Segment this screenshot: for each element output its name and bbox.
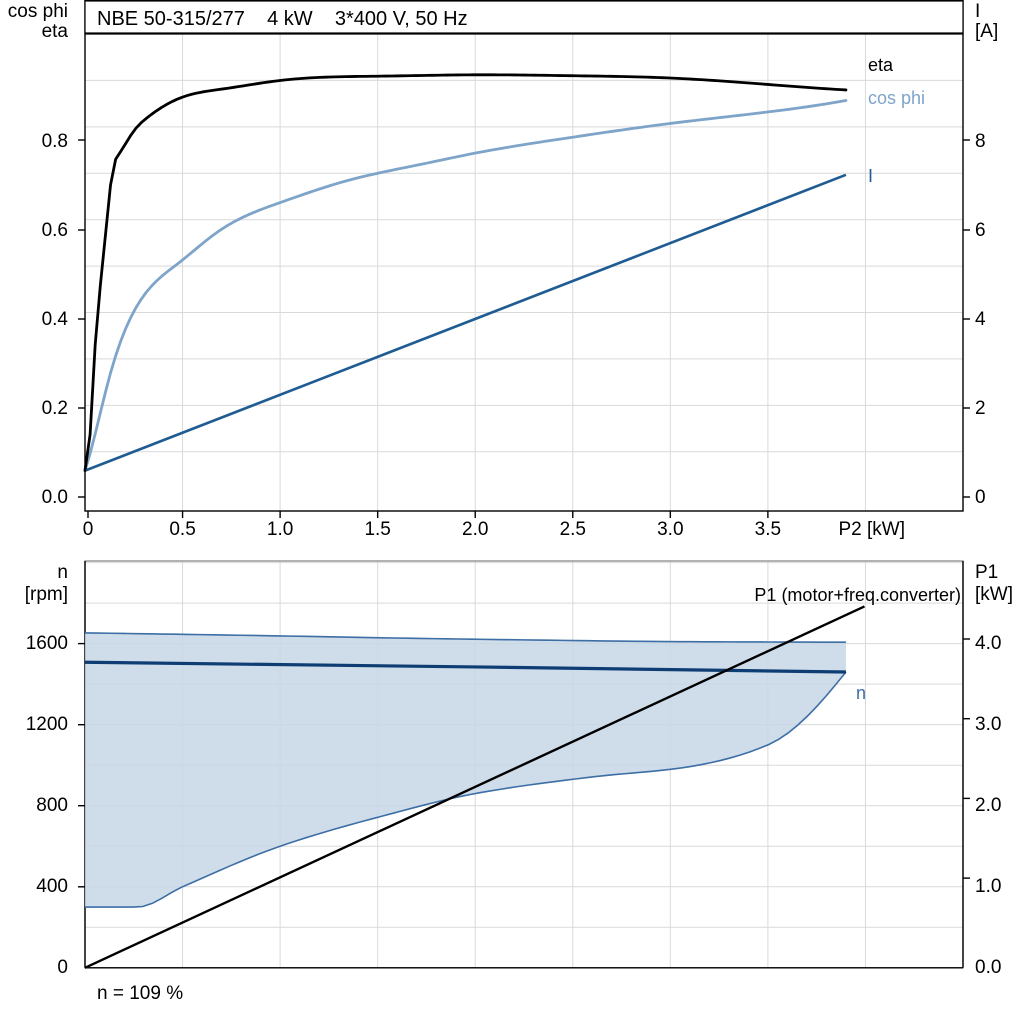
svg-text:1.5: 1.5 [364, 519, 390, 540]
svg-text:eta: eta [42, 21, 69, 42]
svg-text:0.0: 0.0 [42, 487, 68, 508]
svg-text:[A]: [A] [975, 21, 998, 42]
svg-text:NBE 50-315/277 4 kW 3*40: NBE 50-315/277 4 kW 3*400 V, 50 Hz [97, 8, 468, 30]
svg-text:0: 0 [83, 519, 94, 540]
svg-text:1.0: 1.0 [267, 519, 293, 540]
svg-text:n: n [856, 683, 866, 703]
svg-text:I: I [975, 1, 980, 22]
svg-text:cos phi: cos phi [868, 88, 925, 108]
svg-text:n = 109 %: n = 109 % [97, 983, 183, 1004]
svg-text:0.5: 0.5 [169, 519, 195, 540]
svg-text:4: 4 [975, 309, 986, 330]
svg-text:0.2: 0.2 [42, 398, 68, 419]
svg-text:2.0: 2.0 [975, 795, 1001, 816]
svg-text:0: 0 [57, 957, 68, 978]
svg-text:[rpm]: [rpm] [25, 584, 68, 605]
svg-text:3.0: 3.0 [657, 519, 683, 540]
svg-text:1.0: 1.0 [975, 876, 1001, 897]
svg-text:2.0: 2.0 [462, 519, 488, 540]
svg-text:I: I [868, 166, 873, 186]
svg-text:0.4: 0.4 [42, 309, 69, 330]
svg-text:3.0: 3.0 [975, 714, 1001, 735]
svg-text:P2 [kW]: P2 [kW] [838, 519, 905, 540]
svg-text:4.0: 4.0 [975, 633, 1001, 654]
svg-text:800: 800 [36, 795, 68, 816]
svg-text:6: 6 [975, 220, 986, 241]
svg-text:1600: 1600 [26, 633, 68, 654]
svg-text:P1 (motor+freq.converter): P1 (motor+freq.converter) [754, 585, 961, 605]
svg-text:P1: P1 [975, 562, 998, 583]
svg-text:1200: 1200 [26, 714, 68, 735]
svg-text:0.0: 0.0 [975, 957, 1001, 978]
svg-text:0.8: 0.8 [42, 131, 68, 152]
svg-text:400: 400 [36, 876, 68, 897]
svg-text:0: 0 [975, 487, 986, 508]
svg-text:[kW]: [kW] [975, 584, 1013, 605]
svg-text:0.6: 0.6 [42, 220, 68, 241]
svg-text:eta: eta [868, 55, 894, 75]
svg-text:2: 2 [975, 398, 986, 419]
svg-text:3.5: 3.5 [755, 519, 781, 540]
svg-text:2.5: 2.5 [560, 519, 586, 540]
svg-text:n: n [57, 562, 68, 583]
svg-text:8: 8 [975, 131, 986, 152]
svg-text:cos phi: cos phi [8, 1, 68, 22]
